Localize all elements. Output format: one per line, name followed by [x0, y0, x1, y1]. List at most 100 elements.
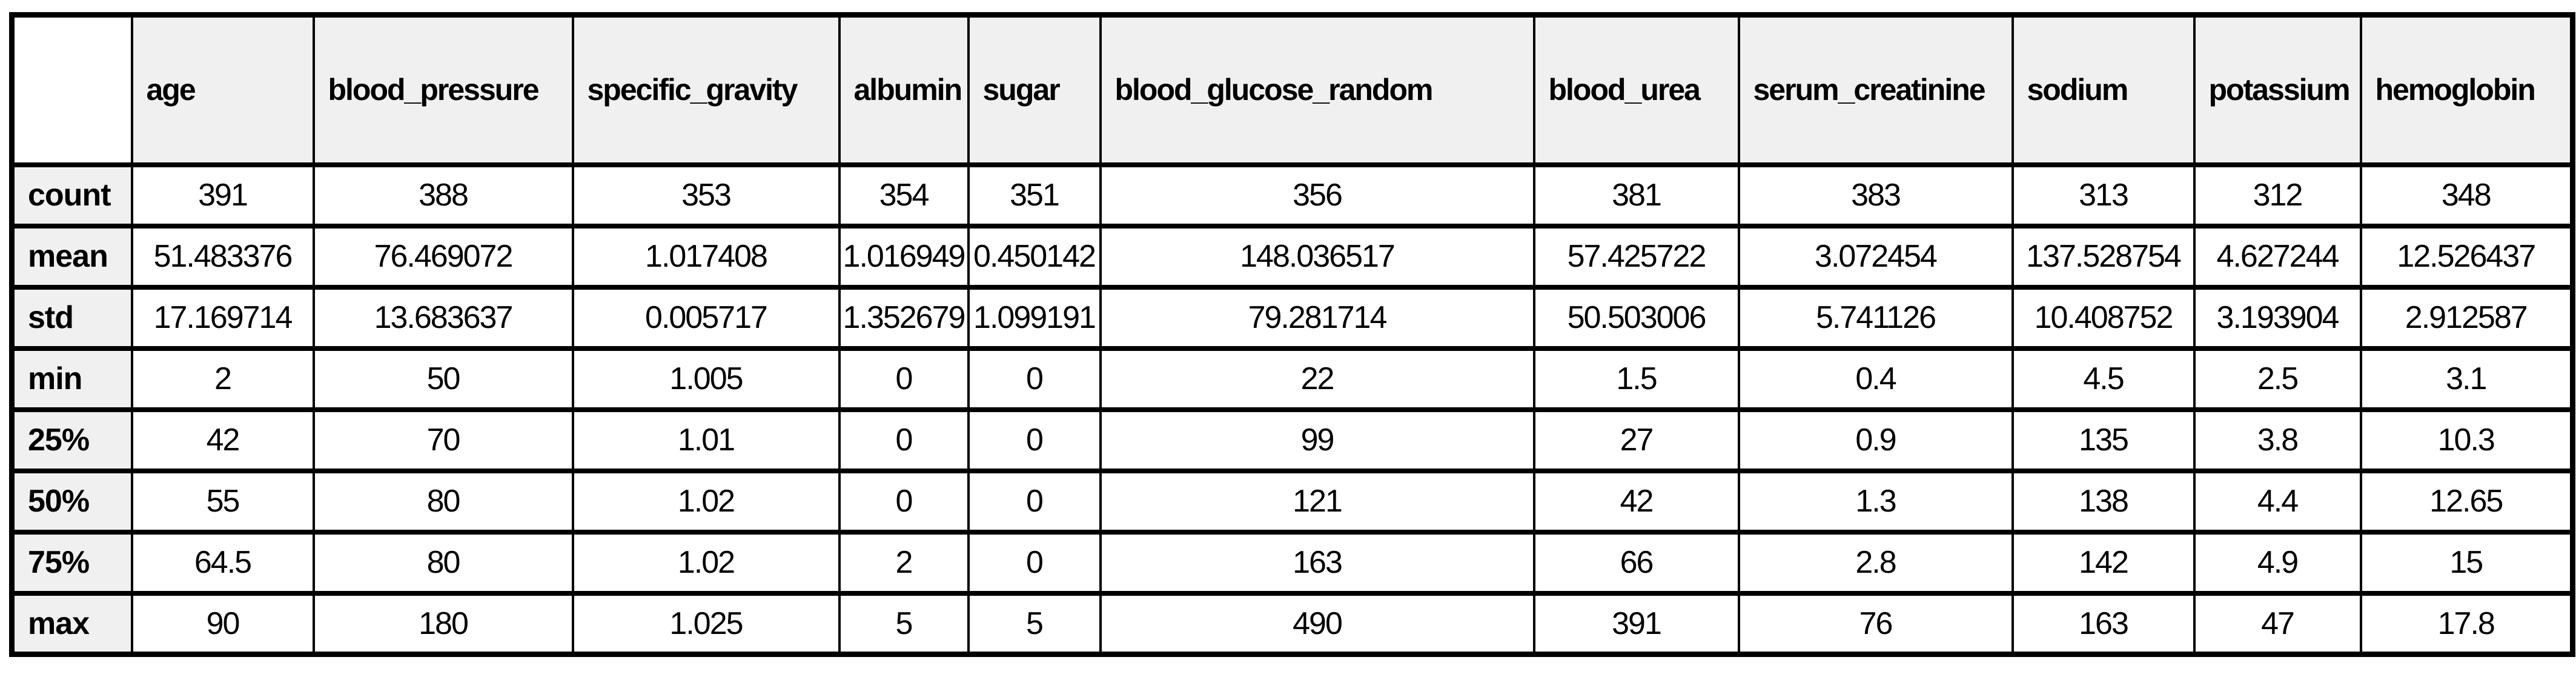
cell-50%-specific_gravity: 1.02 — [571, 468, 841, 535]
table-row-mean: mean 51.483376 76.469072 1.017408 1.016949 0.… — [10, 223, 2574, 290]
table-row-count: count 391 388 353 354 351 356 381 383 313 312 348 — [10, 162, 2574, 228]
cell-75%-age: 64.5 — [130, 529, 315, 596]
column-header-blood_pressure: blood_pressure — [312, 12, 574, 167]
cell-mean-blood_urea: 57.425722 — [1532, 223, 1740, 290]
cell-75%-blood_pressure: 80 — [312, 529, 574, 596]
cell-min-specific_gravity: 1.005 — [571, 345, 841, 412]
cell-max-blood_glucose_random: 490 — [1099, 590, 1535, 657]
cell-50%-sugar: 0 — [967, 468, 1102, 535]
cell-std-albumin: 1.352679 — [838, 284, 970, 351]
row-label-std: std — [10, 284, 133, 351]
row-label-min: min — [10, 345, 133, 412]
cell-std-age: 17.169714 — [130, 284, 315, 351]
column-header-age: age — [130, 12, 315, 167]
column-header-hemoglobin: hemoglobin — [2359, 12, 2574, 167]
table-row-max: max 90 180 1.025 5 5 490 391 76 163 47 17.8 — [10, 590, 2574, 657]
cell-max-albumin: 5 — [838, 590, 970, 657]
column-header-blood_glucose_random: blood_glucose_random — [1099, 12, 1535, 167]
cell-count-hemoglobin: 348 — [2359, 162, 2574, 228]
cell-std-hemoglobin: 2.912587 — [2359, 284, 2574, 351]
cell-std-blood_glucose_random: 79.281714 — [1099, 284, 1535, 351]
cell-max-specific_gravity: 1.025 — [571, 590, 841, 657]
cell-max-blood_urea: 391 — [1532, 590, 1740, 657]
cell-count-specific_gravity: 353 — [571, 162, 841, 228]
cell-count-sugar: 351 — [967, 162, 1102, 228]
cell-50%-blood_urea: 42 — [1532, 468, 1740, 535]
cell-count-potassium: 312 — [2193, 162, 2362, 228]
row-label-50%: 50% — [10, 468, 133, 535]
table-row-min: min 2 50 1.005 0 0 22 1.5 0.4 4.5 2.5 3.1 — [10, 345, 2574, 412]
cell-75%-potassium: 4.9 — [2193, 529, 2362, 596]
cell-count-sodium: 313 — [2011, 162, 2196, 228]
column-header-sodium: sodium — [2011, 12, 2196, 167]
cell-25%-sugar: 0 — [967, 407, 1102, 473]
dataframe-describe-table: age blood_pressure specific_gravity albumin… — [9, 12, 2575, 657]
corner-cell — [10, 12, 133, 167]
cell-count-blood_urea: 381 — [1532, 162, 1740, 228]
cell-mean-potassium: 4.627244 — [2193, 223, 2362, 290]
cell-min-hemoglobin: 3.1 — [2359, 345, 2574, 412]
row-label-25%: 25% — [10, 407, 133, 473]
cell-mean-serum_creatinine: 3.072454 — [1737, 223, 2014, 290]
cell-50%-hemoglobin: 12.65 — [2359, 468, 2574, 535]
cell-count-blood_glucose_random: 356 — [1099, 162, 1535, 228]
cell-mean-age: 51.483376 — [130, 223, 315, 290]
cell-std-sugar: 1.099191 — [967, 284, 1102, 351]
cell-mean-specific_gravity: 1.017408 — [571, 223, 841, 290]
cell-min-serum_creatinine: 0.4 — [1737, 345, 2014, 412]
cell-count-albumin: 354 — [838, 162, 970, 228]
cell-max-age: 90 — [130, 590, 315, 657]
cell-max-potassium: 47 — [2193, 590, 2362, 657]
cell-75%-sugar: 0 — [967, 529, 1102, 596]
column-header-potassium: potassium — [2193, 12, 2362, 167]
table-row-75%: 75% 64.5 80 1.02 2 0 163 66 2.8 142 4.9 15 — [10, 529, 2574, 596]
cell-25%-potassium: 3.8 — [2193, 407, 2362, 473]
cell-min-sugar: 0 — [967, 345, 1102, 412]
cell-75%-serum_creatinine: 2.8 — [1737, 529, 2014, 596]
cell-50%-blood_glucose_random: 121 — [1099, 468, 1535, 535]
cell-std-sodium: 10.408752 — [2011, 284, 2196, 351]
cell-50%-blood_pressure: 80 — [312, 468, 574, 535]
table-row-std: std 17.169714 13.683637 0.005717 1.352679 1.0… — [10, 284, 2574, 351]
row-label-max: max — [10, 590, 133, 657]
cell-25%-hemoglobin: 10.3 — [2359, 407, 2574, 473]
cell-max-blood_pressure: 180 — [312, 590, 574, 657]
column-header-specific_gravity: specific_gravity — [571, 12, 841, 167]
cell-min-blood_urea: 1.5 — [1532, 345, 1740, 412]
cell-50%-albumin: 0 — [838, 468, 970, 535]
cell-25%-age: 42 — [130, 407, 315, 473]
row-label-75%: 75% — [10, 529, 133, 596]
cell-25%-albumin: 0 — [838, 407, 970, 473]
cell-min-potassium: 2.5 — [2193, 345, 2362, 412]
cell-min-age: 2 — [130, 345, 315, 412]
cell-std-potassium: 3.193904 — [2193, 284, 2362, 351]
cell-std-specific_gravity: 0.005717 — [571, 284, 841, 351]
column-header-blood_urea: blood_urea — [1532, 12, 1740, 167]
cell-50%-potassium: 4.4 — [2193, 468, 2362, 535]
table-head: age blood_pressure specific_gravity albumin… — [10, 12, 2574, 167]
cell-max-sugar: 5 — [967, 590, 1102, 657]
cell-75%-sodium: 142 — [2011, 529, 2196, 596]
row-label-mean: mean — [10, 223, 133, 290]
cell-min-blood_glucose_random: 22 — [1099, 345, 1535, 412]
table-row-50%: 50% 55 80 1.02 0 0 121 42 1.3 138 4.4 12.65 — [10, 468, 2574, 535]
header-row: age blood_pressure specific_gravity albumin… — [10, 12, 2574, 167]
column-header-serum_creatinine: serum_creatinine — [1737, 12, 2014, 167]
cell-25%-blood_urea: 27 — [1532, 407, 1740, 473]
cell-50%-age: 55 — [130, 468, 315, 535]
cell-min-albumin: 0 — [838, 345, 970, 412]
cell-mean-sugar: 0.450142 — [967, 223, 1102, 290]
column-header-sugar: sugar — [967, 12, 1102, 167]
cell-mean-blood_glucose_random: 148.036517 — [1099, 223, 1535, 290]
cell-25%-specific_gravity: 1.01 — [571, 407, 841, 473]
table-body: count 391 388 353 354 351 356 381 383 313 312 348 me… — [10, 162, 2574, 657]
cell-max-hemoglobin: 17.8 — [2359, 590, 2574, 657]
cell-50%-serum_creatinine: 1.3 — [1737, 468, 2014, 535]
cell-75%-hemoglobin: 15 — [2359, 529, 2574, 596]
cell-75%-blood_glucose_random: 163 — [1099, 529, 1535, 596]
row-label-count: count — [10, 162, 133, 228]
cell-75%-albumin: 2 — [838, 529, 970, 596]
cell-25%-blood_pressure: 70 — [312, 407, 574, 473]
cell-25%-blood_glucose_random: 99 — [1099, 407, 1535, 473]
